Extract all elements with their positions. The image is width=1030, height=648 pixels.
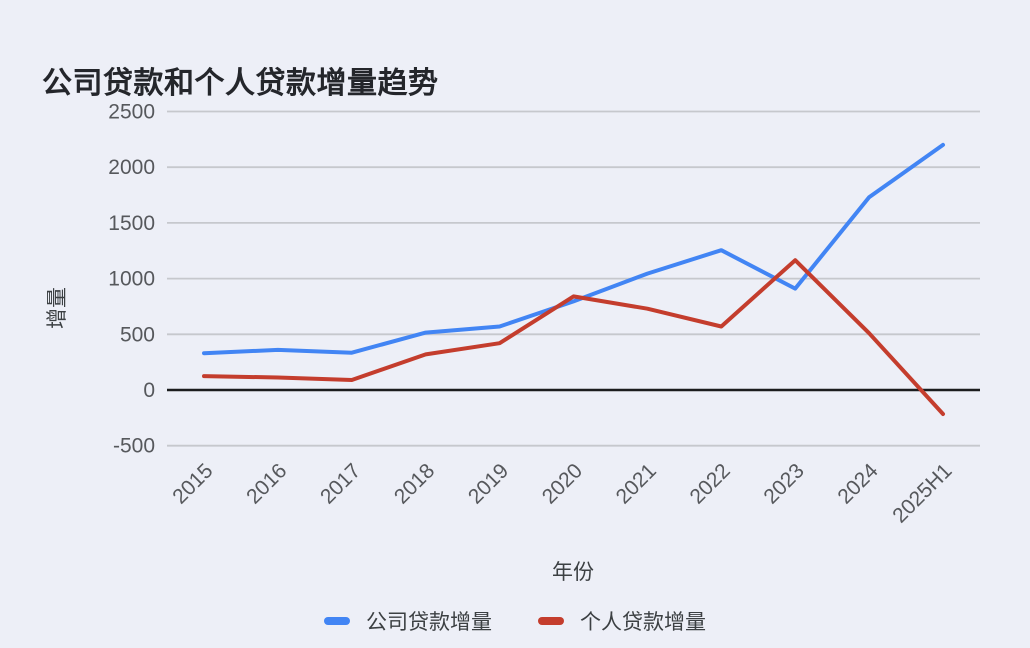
legend-swatch-company-loans-icon (324, 617, 350, 625)
legend-swatch-personal-loans-icon (538, 617, 564, 625)
x-tick-label: 2019 (464, 459, 513, 508)
x-tick-label: 2016 (242, 459, 291, 508)
y-tick-label: 1000 (108, 268, 155, 291)
x-tick-label: 2022 (686, 459, 735, 508)
x-tick-label: 2025H1 (888, 459, 956, 527)
legend-label-company-loans: 公司贷款增量 (366, 611, 492, 634)
x-tick-label: 2015 (168, 459, 217, 508)
x-tick-label: 2017 (316, 459, 365, 508)
legend-item-company-loans[interactable]: 公司贷款增量 (324, 606, 492, 636)
y-tick-label: 500 (120, 323, 155, 346)
x-tick-label: 2024 (833, 459, 883, 509)
y-tick-label: 2500 (108, 101, 155, 124)
y-tick-label: 1500 (108, 212, 155, 235)
x-tick-label: 2021 (612, 459, 661, 508)
y-tick-label: 0 (143, 379, 155, 402)
chart-title: 公司贷款和个人贷款增量趋势 (42, 67, 439, 101)
series-line-personal-loans[interactable] (202, 258, 945, 416)
y-tick-label: 2000 (108, 156, 155, 179)
y-axis-title: 增量 (46, 287, 69, 329)
x-axis-title: 年份 (552, 561, 594, 584)
legend-label-personal-loans: 个人贷款增量 (580, 611, 706, 634)
chart-legend: 公司贷款增量 个人贷款增量 (0, 604, 1030, 638)
series-line-company-loans[interactable] (202, 142, 945, 356)
x-tick-label: 2023 (759, 459, 808, 508)
legend-item-personal-loans[interactable]: 个人贷款增量 (538, 606, 706, 636)
x-tick-label: 2018 (390, 459, 439, 508)
x-tick-label: 2020 (538, 459, 587, 508)
y-tick-label: -500 (113, 435, 155, 458)
